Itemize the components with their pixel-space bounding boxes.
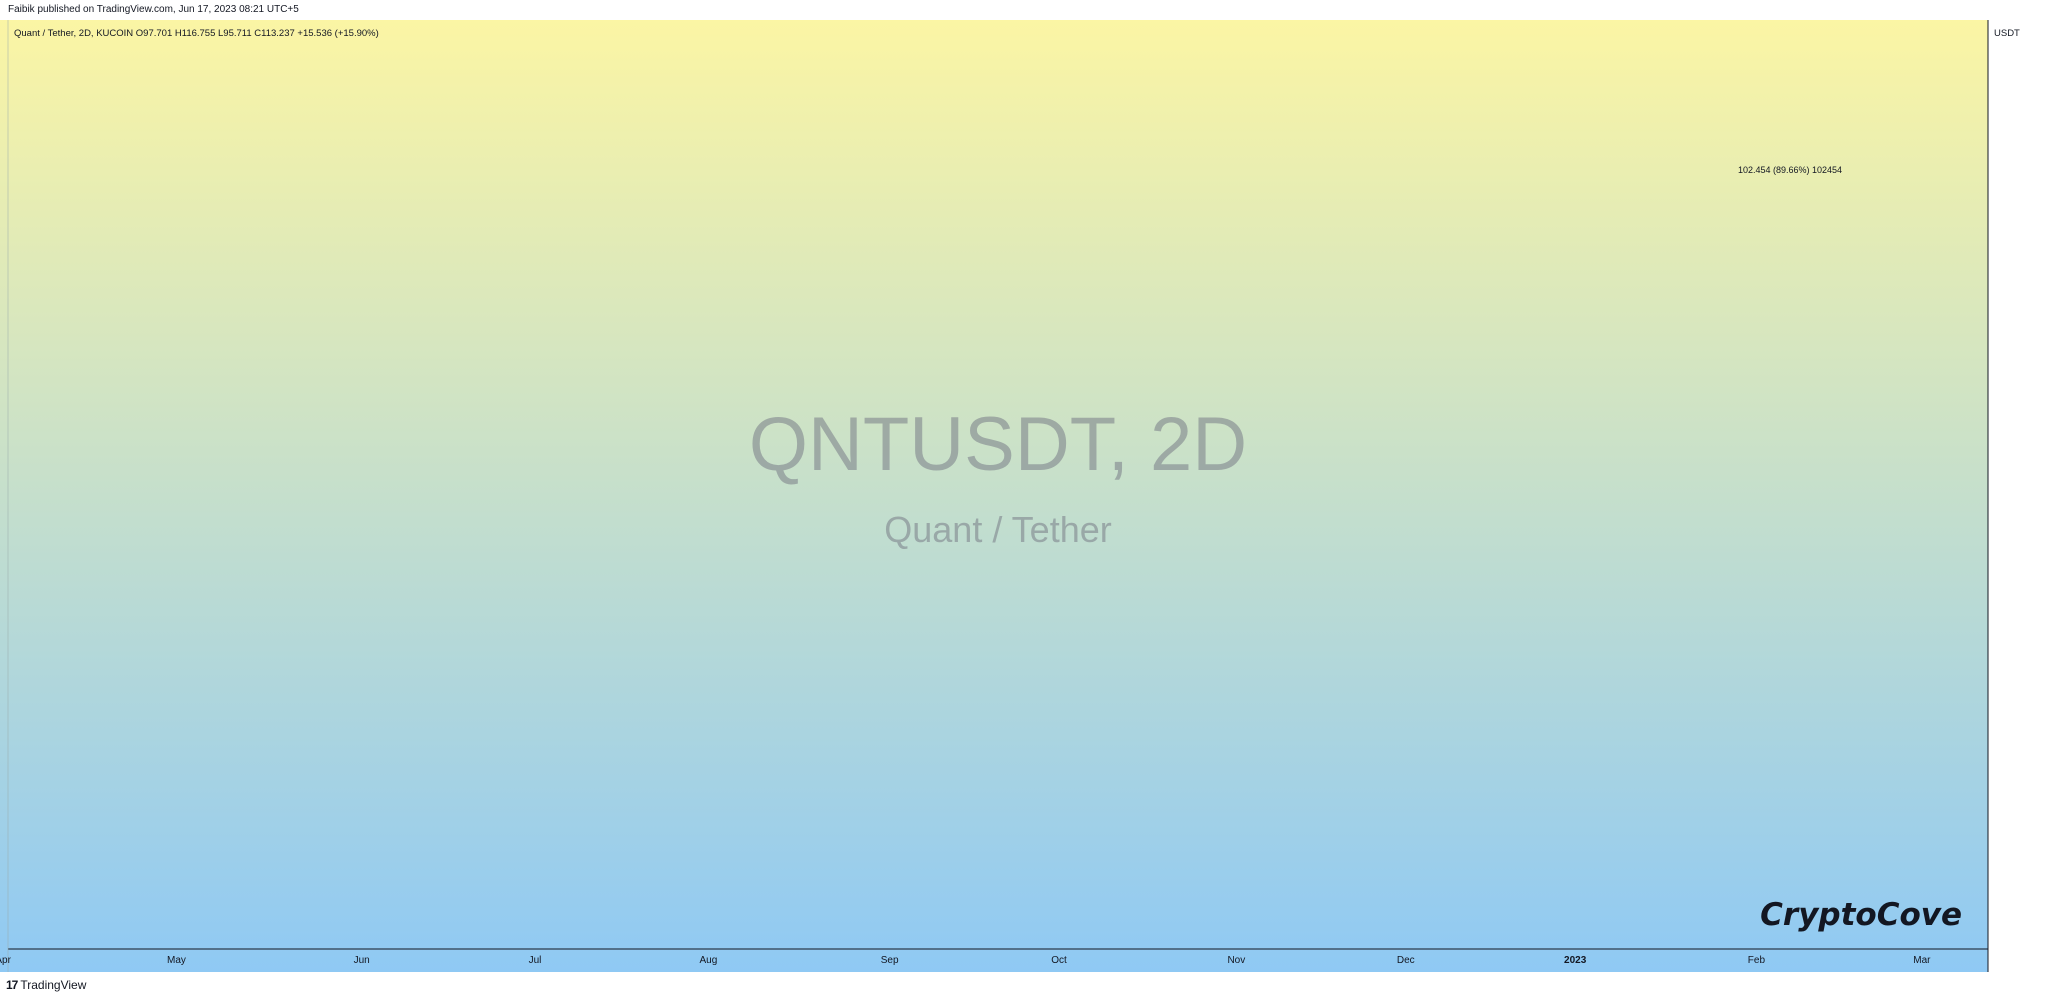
time-tick-label: Nov — [1227, 955, 1245, 966]
brand-watermark: CryptoCove — [1760, 897, 1962, 933]
time-tick-label: Apr — [0, 955, 12, 966]
time-tick-label: Jun — [354, 955, 370, 966]
chart-background — [0, 20, 2048, 972]
time-tick-label: Sep — [881, 955, 899, 966]
time-tick-label: Dec — [1397, 955, 1415, 966]
time-tick-label: Feb — [1748, 955, 1766, 966]
legend-line: Quant / Tether, 2D, KUCOIN O97.701 H116.… — [14, 28, 379, 39]
publisher-line: Faibik published on TradingView.com, Jun… — [8, 4, 299, 15]
time-axis[interactable]: AprMayJunJulAugSepOctNovDec2023FebMarApr… — [0, 955, 2048, 966]
watermark-name: Quant / Tether — [884, 509, 1111, 550]
time-tick-label: Mar — [1913, 955, 1931, 966]
tradingview-logo-icon: 17 — [6, 978, 18, 992]
time-tick-label: Oct — [1051, 955, 1067, 966]
publisher-header: Faibik published on TradingView.com, Jun… — [0, 0, 2048, 20]
watermark-symbol: QNTUSDT, 2D — [749, 402, 1247, 487]
tradingview-logo[interactable]: 17 TradingView — [6, 978, 86, 992]
tradingview-logo-text: TradingView — [20, 978, 87, 992]
time-tick-label: 2023 — [1564, 955, 1587, 966]
time-tick-label: Aug — [699, 955, 717, 966]
currency-label: USDT — [1994, 28, 2020, 39]
price-axis-background — [1988, 20, 2048, 972]
measure-label: 102.454 (89.66%) 102454 — [1738, 165, 1842, 175]
price-chart[interactable]: Quant / Tether, 2D, KUCOIN O97.701 H116.… — [0, 0, 2048, 972]
footer-bar: 17 TradingView — [0, 972, 2048, 999]
time-tick-label: Jul — [529, 955, 542, 966]
time-tick-label: May — [167, 955, 186, 966]
